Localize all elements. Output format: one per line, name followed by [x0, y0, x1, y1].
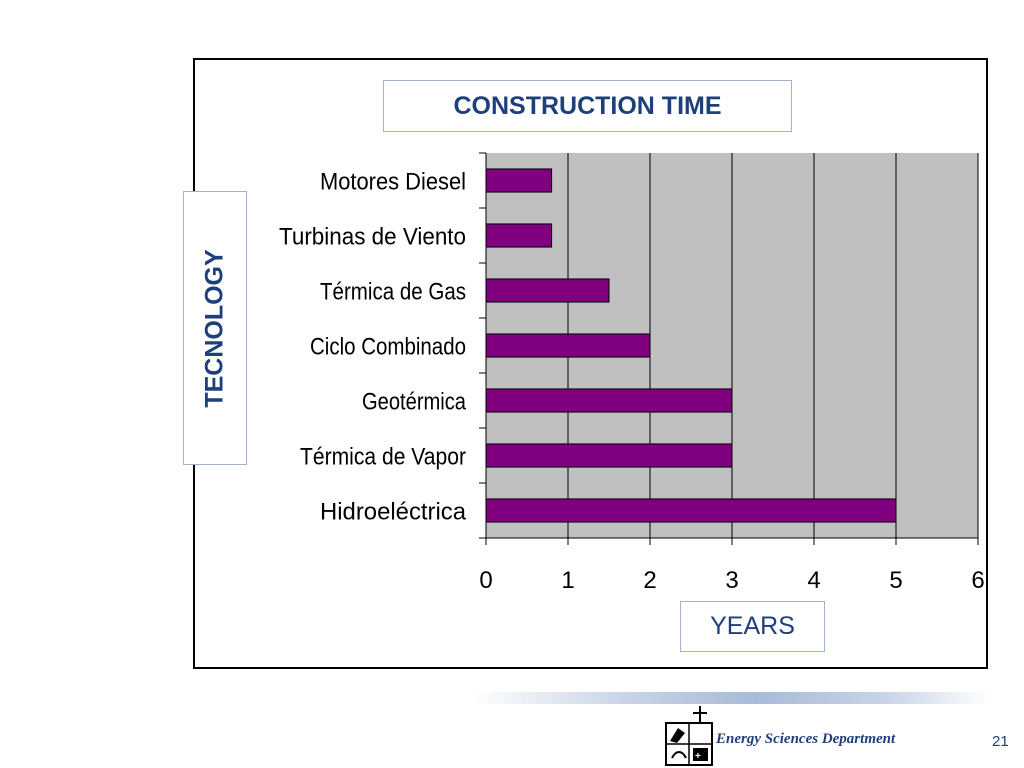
university-crest-icon: +	[665, 706, 713, 766]
x-tick-label: 4	[807, 567, 820, 594]
bar-chart: 0 1 2 3 4 5 6 Motores Diesel Turbinas de Viento T…	[279, 152, 985, 594]
y-axis-label: TECNOLOGY	[200, 248, 229, 408]
category-label: Ciclo Combinado	[310, 334, 466, 361]
page-number: 21	[992, 733, 1009, 750]
category-label: Motores Diesel	[320, 169, 466, 196]
x-tick-label: 2	[643, 567, 656, 594]
bar	[485, 443, 733, 468]
x-tick-label: 0	[479, 567, 492, 594]
svg-text:+: +	[695, 751, 701, 762]
category-label: Térmica de Vapor	[300, 444, 466, 471]
chart-title: CONSTRUCTION TIME	[383, 80, 792, 132]
category-label: Térmica de Gas	[320, 279, 466, 306]
category-label: Hidroeléctrica	[320, 499, 467, 526]
department-name: Energy Sciences Department	[716, 731, 896, 747]
x-tick-label: 6	[971, 567, 984, 594]
bar	[485, 498, 897, 523]
footer-divider	[470, 692, 990, 704]
category-label: Turbinas de Viento	[279, 224, 466, 251]
category-label: Geotérmica	[362, 389, 467, 416]
chart-frame: 0 1 2 3 4 5 6 Motores Diesel Turbinas de Viento T…	[193, 58, 988, 669]
bar	[485, 168, 553, 193]
bar	[485, 278, 610, 303]
x-axis-label: YEARS	[680, 601, 825, 652]
x-tick-label: 1	[561, 567, 574, 594]
bar	[485, 333, 651, 358]
y-axis-label-box: TECNOLOGY	[183, 191, 247, 465]
bar	[485, 388, 733, 413]
x-tick-label: 5	[889, 567, 902, 594]
x-tick-label: 3	[725, 567, 738, 594]
bar	[485, 223, 553, 248]
